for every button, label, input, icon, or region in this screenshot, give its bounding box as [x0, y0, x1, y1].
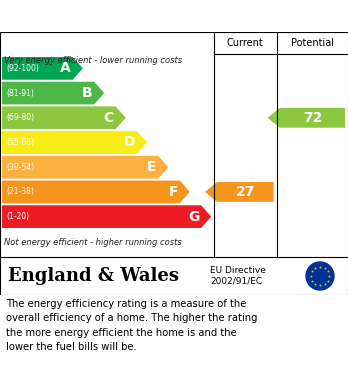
- Polygon shape: [205, 182, 274, 202]
- Text: Potential: Potential: [291, 38, 334, 48]
- Text: Energy Efficiency Rating: Energy Efficiency Rating: [8, 9, 229, 23]
- Text: (55-68): (55-68): [6, 138, 34, 147]
- Polygon shape: [2, 106, 126, 129]
- Polygon shape: [2, 181, 190, 203]
- Text: Current: Current: [227, 38, 264, 48]
- Text: 27: 27: [236, 185, 255, 199]
- Polygon shape: [2, 156, 168, 179]
- Text: Not energy efficient - higher running costs: Not energy efficient - higher running co…: [4, 238, 182, 247]
- Text: (92-100): (92-100): [6, 64, 39, 73]
- Text: A: A: [60, 61, 71, 75]
- Polygon shape: [268, 108, 345, 128]
- Text: (21-38): (21-38): [6, 187, 34, 196]
- Text: F: F: [168, 185, 178, 199]
- Text: (1-20): (1-20): [6, 212, 29, 221]
- Text: E: E: [147, 160, 156, 174]
- Text: 72: 72: [303, 111, 322, 125]
- Text: (69-80): (69-80): [6, 113, 34, 122]
- Polygon shape: [2, 82, 104, 104]
- Text: C: C: [103, 111, 113, 125]
- Text: Very energy efficient - lower running costs: Very energy efficient - lower running co…: [4, 56, 182, 65]
- Text: (81-91): (81-91): [6, 89, 34, 98]
- Circle shape: [306, 262, 334, 290]
- Text: (39-54): (39-54): [6, 163, 34, 172]
- Text: England & Wales: England & Wales: [8, 267, 179, 285]
- Polygon shape: [2, 205, 211, 228]
- Polygon shape: [2, 57, 83, 80]
- Polygon shape: [2, 131, 147, 154]
- Text: G: G: [188, 210, 199, 224]
- Text: B: B: [81, 86, 92, 100]
- Text: The energy efficiency rating is a measure of the
overall efficiency of a home. T: The energy efficiency rating is a measur…: [6, 299, 258, 352]
- Text: D: D: [124, 136, 135, 149]
- Text: EU Directive
2002/91/EC: EU Directive 2002/91/EC: [210, 266, 266, 286]
